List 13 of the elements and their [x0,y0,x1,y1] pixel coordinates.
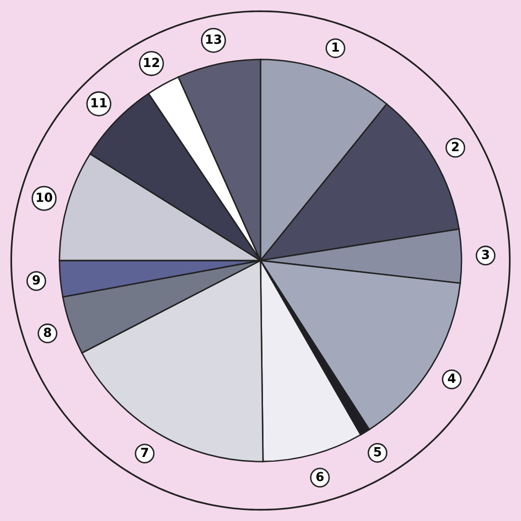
slice-label: 13 [206,34,222,44]
slice-label: 5 [374,447,382,456]
slice-label: 10 [36,192,52,202]
slice-label: 6 [316,472,324,482]
slice-label: 4 [448,374,456,383]
slice-label: 8 [44,328,52,338]
slice-label: 1 [332,42,339,52]
slice-label: 12 [144,58,160,67]
slice-label: 3 [482,250,489,260]
slice-label: 7 [141,448,148,458]
slice-label: 11 [92,98,107,108]
slice-label: 9 [32,275,40,285]
slice-label: 2 [452,142,459,152]
